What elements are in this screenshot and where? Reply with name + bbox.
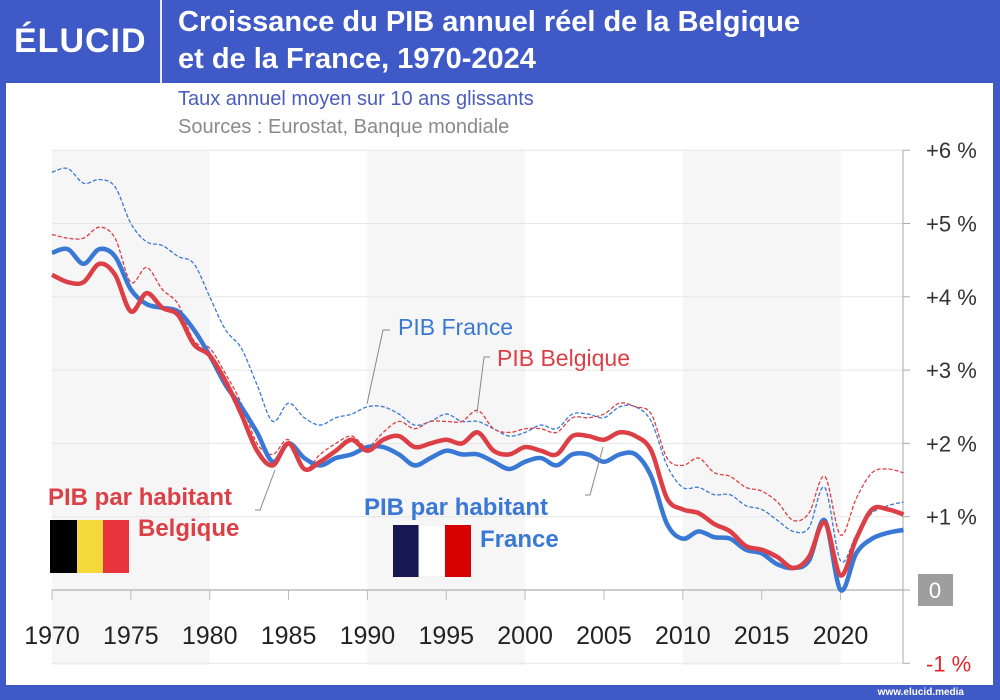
x-tick-label: 2000: [497, 622, 553, 650]
y-tick-label: +6 %: [926, 138, 977, 163]
shaded-band: [367, 150, 526, 665]
label-hab-france-1: PIB par habitant: [364, 494, 548, 521]
shaded-band: [682, 150, 841, 665]
series-line-pib-par-habitant-belgique: [50, 261, 905, 578]
x-tick-label: 2015: [734, 622, 790, 650]
leader-pib-france: [366, 329, 390, 405]
leader-hab-france: [585, 446, 604, 496]
belgium-flag-icon: [50, 520, 129, 573]
title-line-1: Croissance du PIB annuel réel de la Belg…: [178, 6, 801, 38]
label-pib-france: PIB France: [398, 314, 513, 340]
x-tick-label: 2020: [813, 622, 869, 650]
x-tick-label: 1995: [418, 622, 474, 650]
y-tick-label: 0: [929, 578, 941, 603]
leader-pib-belgique: [476, 356, 490, 414]
x-tick-label: 2005: [576, 622, 632, 650]
label-hab-belgique-2: Belgique: [138, 515, 239, 542]
x-tick-label: 2010: [655, 622, 711, 650]
x-tick-label: 1990: [340, 622, 396, 650]
title-line-2: et de la France, 1970-2024: [178, 43, 536, 75]
leader-hab-belgique: [255, 469, 276, 511]
france-flag-icon: [393, 524, 471, 578]
y-tick-label: +1 %: [926, 505, 977, 530]
y-tick-label: +3 %: [926, 358, 977, 383]
header-divider: [160, 0, 162, 83]
header: ÉLUCID Croissance du PIB annuel réel de …: [0, 0, 1000, 83]
subtitle: Taux annuel moyen sur 10 ans glissants: [178, 88, 534, 110]
elucid-logo: ÉLUCID: [14, 22, 147, 60]
shaded-band: [52, 150, 210, 665]
zero-badge: [918, 574, 953, 606]
label-hab-belgique-1: PIB par habitant: [48, 484, 232, 511]
label-hab-france-2: France: [480, 526, 559, 553]
sources: Sources : Eurostat, Banque mondiale: [178, 116, 510, 138]
x-tick-label: 1975: [103, 622, 159, 650]
y-tick-label: +4 %: [926, 285, 977, 310]
x-tick-label: 1985: [261, 622, 317, 650]
footer-url: www.elucid.media: [877, 687, 964, 698]
y-tick-label: -1 %: [926, 651, 971, 676]
y-tick-label: +2 %: [926, 431, 977, 456]
x-tick-label: 1970: [24, 622, 80, 650]
series-line-pib-par-habitant-france: [51, 246, 904, 593]
annotations: PIB France PIB Belgique PIB par habitant…: [48, 314, 630, 578]
y-tick-label: +5 %: [926, 212, 977, 237]
chart-title: Croissance du PIB annuel réel de la Belg…: [178, 4, 800, 78]
label-pib-belgique: PIB Belgique: [497, 345, 630, 371]
x-tick-label: 1980: [182, 622, 238, 650]
